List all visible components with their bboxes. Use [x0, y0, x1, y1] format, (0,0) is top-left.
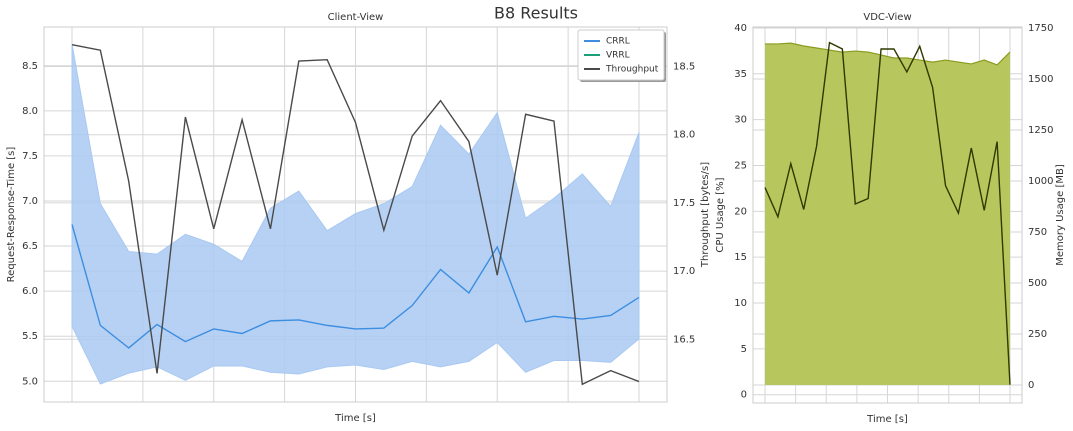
y2-tick-label: 1500	[1028, 74, 1053, 85]
y2-tick-label: 0	[1028, 380, 1034, 391]
legend-box	[577, 29, 665, 81]
y-tick-label: 0	[741, 390, 747, 401]
legend-label: Throughput	[605, 65, 659, 75]
subplot-title: VDC-View	[863, 12, 911, 23]
series-line	[71, 44, 640, 386]
series-line	[71, 224, 640, 349]
x-axis-label: Time [s]	[866, 414, 908, 425]
y-tick-label: 6.5	[22, 241, 38, 252]
y2-tick-label: 1250	[1028, 125, 1053, 136]
y2-tick-label: 17.5	[673, 198, 695, 209]
y-tick-label: 5.5	[22, 331, 38, 342]
legend-label: CRRL	[606, 37, 630, 47]
y-tick-label: 30	[734, 115, 747, 126]
y2-tick-label: 500	[1028, 278, 1047, 289]
y-tick-label: 20	[734, 206, 747, 217]
y-tick-label: 8.5	[22, 61, 38, 72]
y-tick-label: 5	[741, 344, 747, 355]
y-tick-label: 7.5	[22, 151, 38, 162]
figure-title: B8 Results	[494, 4, 578, 23]
y2-tick-label: 1000	[1028, 176, 1053, 187]
y2-tick-label: 17.0	[673, 266, 695, 277]
y2-tick-label: 250	[1028, 329, 1047, 340]
area	[765, 43, 1010, 386]
plot-frame	[752, 26, 1023, 404]
series-line	[765, 42, 1011, 66]
y-tick-label: 40	[734, 23, 747, 34]
y-tick-label: 8.0	[22, 106, 38, 117]
y-axis-label: Request-Response-Time [s]	[6, 147, 17, 283]
y-tick-label: 7.0	[22, 196, 38, 207]
x-axis-label: Time [s]	[334, 413, 376, 424]
y2-tick-label: 750	[1028, 227, 1047, 238]
y2-axis-label: Throughput [bytes/s]	[700, 162, 711, 268]
legend-label: VRRL	[606, 51, 630, 61]
plot-frame	[43, 26, 668, 403]
subplot-title: Client-View	[328, 12, 384, 23]
y2-tick-label: 16.5	[673, 334, 695, 345]
y-tick-label: 5.0	[22, 376, 38, 387]
y-axis-label: CPU Usage [%]	[715, 177, 726, 252]
y2-tick-label: 18.0	[673, 130, 695, 141]
confidence-band	[71, 44, 640, 385]
y-tick-label: 25	[734, 160, 747, 171]
series-line	[764, 41, 1011, 385]
y2-tick-label: 18.5	[673, 62, 695, 73]
y-tick-label: 35	[734, 69, 747, 80]
y-tick-label: 6.0	[22, 286, 38, 297]
y2-tick-label: 1750	[1028, 23, 1053, 34]
y-tick-label: 10	[734, 298, 747, 309]
y2-axis-label: Memory Usage [MB]	[1055, 164, 1066, 266]
y-tick-label: 15	[734, 252, 747, 263]
